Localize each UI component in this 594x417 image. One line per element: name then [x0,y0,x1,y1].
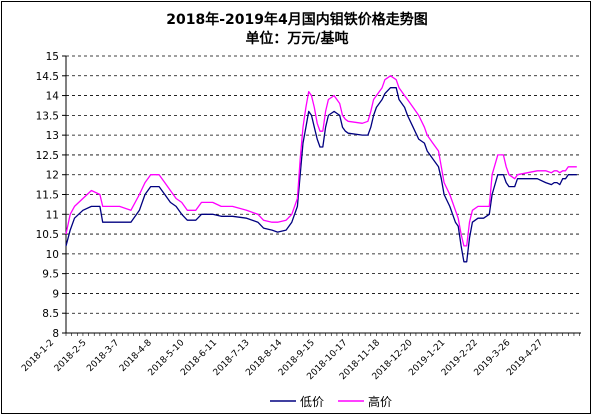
y-tick-label: 13 [46,130,59,142]
axes [62,55,581,336]
y-tick-label: 14 [46,91,60,103]
chart-title: 2018年-2019年4月国内钼铁价格走势图 [166,12,428,28]
chart-subtitle: 单位：万元/基吨 [245,31,349,47]
legend: 低价 高价 [270,394,392,409]
series-line [65,75,577,247]
y-tick-label: 8.5 [42,308,59,320]
x-tick-labels: 2018-1-22018-2-52018-3-72018-4-82018-5-1… [20,338,545,382]
series-line [65,87,577,263]
y-tick-label: 9.5 [42,269,59,281]
y-tick-label: 9 [52,288,59,300]
x-tick-label: 2018-2-5 [53,338,89,374]
y-tick-label: 12 [46,170,59,182]
x-tick-label: 2018-1-2 [20,338,56,374]
y-tick-label: 11 [46,209,59,221]
x-tick-label: 2018-3-7 [85,338,121,374]
y-tick-label: 12.5 [36,150,59,162]
grid-lines [66,55,581,314]
y-tick-label: 11.5 [36,190,59,202]
y-tick-label: 15 [46,51,59,63]
series-lines [65,75,577,263]
legend-label: 高价 [368,394,392,409]
y-tick-label: 14.5 [36,71,59,83]
legend-label: 低价 [300,395,324,409]
y-tick-label: 8 [52,328,59,340]
y-tick-label: 10.5 [36,229,59,241]
y-tick-labels: 8 8.5 9 9.5 10 10.5 11 11.5 12 12.5 13 13.5 14 14.5 15 [36,51,60,340]
y-tick-label: 10 [46,249,59,261]
y-tick-label: 13.5 [36,110,59,122]
